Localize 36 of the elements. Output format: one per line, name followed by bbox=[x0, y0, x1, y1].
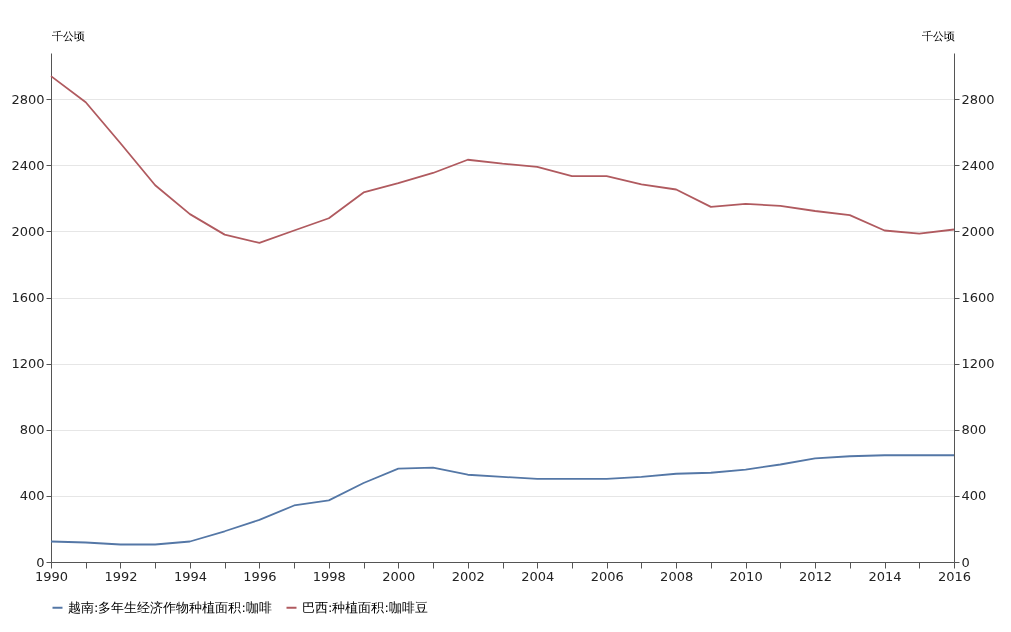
legend-label: 巴西:种植面积:咖啡豆 bbox=[302, 599, 428, 615]
y2-tick-label: 0 bbox=[961, 554, 970, 570]
y-tick-label: 400 bbox=[19, 488, 45, 504]
y-tick-label: 800 bbox=[19, 422, 45, 438]
y-axis-title: 千公顷 bbox=[51, 29, 85, 43]
x-tick-label: 1994 bbox=[173, 568, 207, 584]
x-tick-label: 1996 bbox=[243, 568, 277, 584]
x-tick-label: 2010 bbox=[729, 568, 763, 584]
y-tick-label: 0 bbox=[36, 554, 45, 570]
y-tick-label: 1600 bbox=[11, 290, 45, 306]
line-series bbox=[50, 75, 955, 244]
y2-tick-label: 2000 bbox=[961, 223, 995, 239]
x-tick-label: 2014 bbox=[868, 568, 902, 584]
x-tick-label: 1998 bbox=[312, 568, 346, 584]
y-tick-label: 2800 bbox=[11, 91, 45, 107]
x-tick-label: 2012 bbox=[799, 568, 833, 584]
y2-tick-label: 2400 bbox=[961, 157, 995, 173]
legend-label: 越南:多年生经济作物种植面积:咖啡 bbox=[68, 599, 272, 615]
y2-tick-label: 800 bbox=[961, 422, 987, 438]
y2-tick-label: 1200 bbox=[961, 356, 995, 372]
x-tick-label: 2006 bbox=[590, 568, 624, 584]
x-tick-label: 2004 bbox=[521, 568, 555, 584]
line-series bbox=[50, 454, 955, 546]
y2-tick-label: 2800 bbox=[961, 91, 995, 107]
x-tick-label: 2002 bbox=[451, 568, 485, 584]
y2-axis-title: 千公顷 bbox=[921, 29, 955, 43]
y-tick-label: 2000 bbox=[11, 223, 45, 239]
y-tick-label: 2400 bbox=[11, 157, 45, 173]
x-tick-label: 1992 bbox=[104, 568, 138, 584]
y2-tick-label: 1600 bbox=[961, 290, 995, 306]
x-tick-label: 2016 bbox=[937, 568, 972, 584]
y-tick-label: 1200 bbox=[11, 356, 45, 372]
x-tick-label: 2008 bbox=[660, 568, 694, 584]
y2-tick-label: 400 bbox=[961, 488, 987, 504]
x-tick-label: 1990 bbox=[34, 568, 69, 584]
x-tick-label: 2000 bbox=[382, 568, 416, 584]
